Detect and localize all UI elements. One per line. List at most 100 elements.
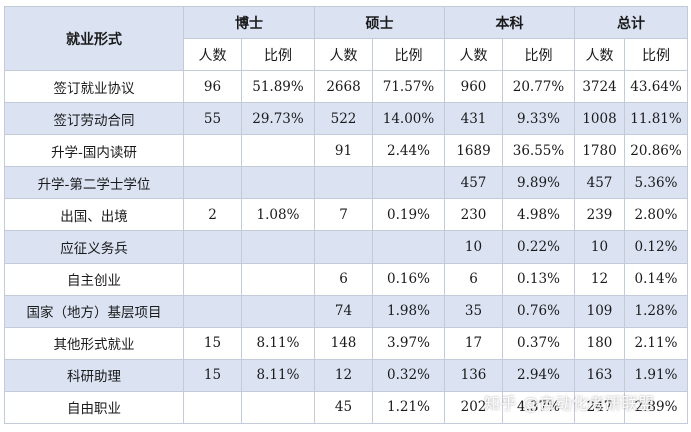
count-cell: 163	[574, 358, 625, 392]
watermark: 知乎 @自动化考研联盟	[484, 394, 655, 413]
count-cell	[314, 230, 373, 264]
table-row: 升学-国内读研 91 2.44% 1689 36.55% 1780 20.86%	[4, 134, 688, 168]
ratio-cell: 1.21%	[372, 390, 445, 425]
ratio-cell: 0.13%	[502, 262, 575, 296]
count-cell	[183, 230, 242, 264]
ratio-cell: 8.11%	[241, 326, 315, 360]
row-label: 签订就业协议	[4, 69, 184, 104]
count-cell: 15	[183, 358, 242, 392]
sub-header-count: 人数	[574, 38, 625, 71]
count-cell	[183, 262, 242, 296]
row-label: 出国、出境	[4, 198, 184, 232]
ratio-cell: 2.94%	[502, 358, 575, 392]
count-cell: 12	[314, 358, 373, 392]
group-header-doctor: 博士	[183, 6, 315, 39]
count-cell: 3724	[574, 69, 625, 104]
count-cell: 247	[574, 390, 625, 425]
ratio-cell: 5.36%	[624, 166, 688, 200]
ratio-cell: 29.73%	[241, 102, 315, 136]
count-cell: 55	[183, 102, 242, 136]
ratio-cell: 43.64%	[624, 69, 688, 104]
count-cell: 91	[314, 134, 373, 168]
ratio-cell: 0.16%	[372, 262, 445, 296]
count-cell: 1008	[574, 102, 625, 136]
table-row: 自主创业 6 0.16% 6 0.13% 12 0.14%	[4, 262, 688, 296]
count-cell: 109	[574, 294, 625, 328]
employment-table: 就业形式 博士 硕士 本科 总计 人数 比例 人数 比例 人数 比例 人数 比例…	[4, 6, 688, 425]
count-cell: 74	[314, 294, 373, 328]
count-cell: 1780	[574, 134, 625, 168]
ratio-cell	[241, 166, 315, 200]
sub-header-ratio: 比例	[502, 38, 575, 71]
count-cell: 35	[444, 294, 503, 328]
table-body: 签订就业协议 96 51.89% 2668 71.57% 960 20.77% 3724 43.…	[4, 69, 688, 425]
count-cell: 202	[444, 390, 503, 425]
count-cell: 230	[444, 198, 503, 232]
ratio-cell: 0.76%	[502, 294, 575, 328]
sub-header-ratio: 比例	[241, 38, 315, 71]
count-cell: 96	[183, 69, 242, 104]
sub-header-ratio: 比例	[624, 38, 688, 71]
ratio-cell: 4.98%	[502, 198, 575, 232]
ratio-cell: 3.97%	[372, 326, 445, 360]
group-header-row: 就业形式 博士 硕士 本科 总计	[4, 6, 688, 71]
ratio-cell: 9.33%	[502, 102, 575, 136]
sub-header-count: 人数	[183, 38, 242, 71]
count-cell: 10	[444, 230, 503, 264]
ratio-cell	[241, 262, 315, 296]
table-row: 签订就业协议 96 51.89% 2668 71.57% 960 20.77% 3724 43.…	[4, 69, 688, 104]
ratio-cell: 0.32%	[372, 358, 445, 392]
ratio-cell: 4.37%	[502, 390, 575, 425]
count-cell	[183, 166, 242, 200]
ratio-cell	[241, 134, 315, 168]
count-cell: 10	[574, 230, 625, 264]
form-column-header: 就业形式	[4, 6, 184, 71]
ratio-cell: 0.12%	[624, 230, 688, 264]
count-cell: 2	[183, 198, 242, 232]
count-cell: 6	[444, 262, 503, 296]
ratio-cell: 0.37%	[502, 326, 575, 360]
ratio-cell: 8.11%	[241, 358, 315, 392]
count-cell: 960	[444, 69, 503, 104]
count-cell: 2668	[314, 69, 373, 104]
count-cell	[183, 294, 242, 328]
count-cell	[183, 134, 242, 168]
table-row: 其他形式就业 15 8.11% 148 3.97% 17 0.37% 180 2.11%	[4, 326, 688, 360]
row-label: 自由职业	[4, 390, 184, 425]
count-cell: 6	[314, 262, 373, 296]
sub-header-count: 人数	[444, 38, 503, 71]
sub-header-count: 人数	[314, 38, 373, 71]
ratio-cell: 71.57%	[372, 69, 445, 104]
count-cell: 522	[314, 102, 373, 136]
row-label: 国家（地方）基层项目	[4, 294, 184, 328]
ratio-cell: 36.55%	[502, 134, 575, 168]
count-cell: 15	[183, 326, 242, 360]
count-cell: 7	[314, 198, 373, 232]
ratio-cell: 9.89%	[502, 166, 575, 200]
ratio-cell	[372, 166, 445, 200]
row-label: 自主创业	[4, 262, 184, 296]
count-cell: 239	[574, 198, 625, 232]
count-cell: 457	[574, 166, 625, 200]
ratio-cell: 20.77%	[502, 69, 575, 104]
row-label: 升学-第二学士学位	[4, 166, 184, 200]
ratio-cell: 1.28%	[624, 294, 688, 328]
count-cell	[183, 390, 242, 425]
row-label: 其他形式就业	[4, 326, 184, 360]
ratio-cell: 1.98%	[372, 294, 445, 328]
table-row: 自由职业 45 1.21% 202 4.37% 247 2.89%	[4, 390, 688, 425]
table-row: 科研助理 15 8.11% 12 0.32% 136 2.94% 163 1.91%	[4, 358, 688, 392]
ratio-cell: 51.89%	[241, 69, 315, 104]
table-row: 出国、出境 2 1.08% 7 0.19% 230 4.98% 239 2.80%	[4, 198, 688, 232]
ratio-cell: 20.86%	[624, 134, 688, 168]
table-row: 签订劳动合同 55 29.73% 522 14.00% 431 9.33% 1008 11.81…	[4, 102, 688, 136]
ratio-cell	[241, 230, 315, 264]
count-cell: 457	[444, 166, 503, 200]
count-cell: 45	[314, 390, 373, 425]
table-row: 升学-第二学士学位 457 9.89% 457 5.36%	[4, 166, 688, 200]
ratio-cell: 2.80%	[624, 198, 688, 232]
ratio-cell: 2.89%	[624, 390, 688, 425]
count-cell	[314, 166, 373, 200]
table-row: 应征义务兵 10 0.22% 10 0.12%	[4, 230, 688, 264]
ratio-cell	[372, 230, 445, 264]
